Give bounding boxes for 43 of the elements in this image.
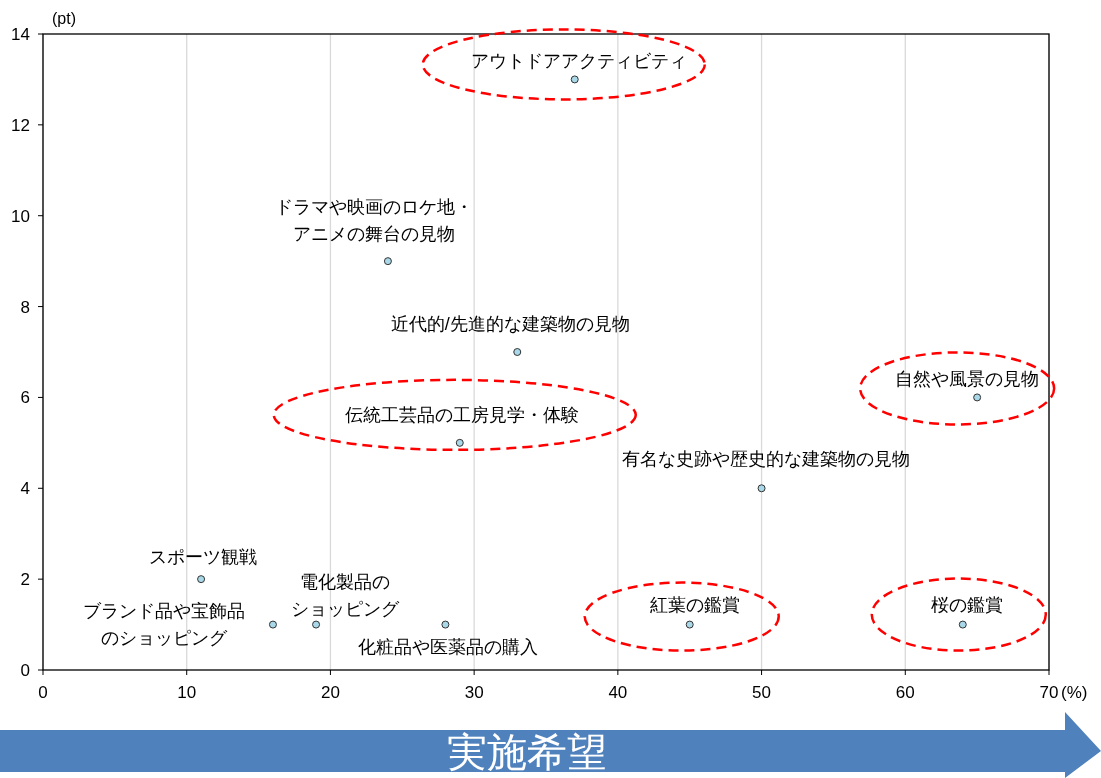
annotation: 有名な史跡や歴史的な建築物の見物 — [621, 449, 910, 470]
x-tick-label: 40 — [608, 683, 628, 702]
annotation: スポーツ観戦 — [149, 547, 258, 568]
y-axis-title: (pt) — [52, 10, 76, 27]
point — [513, 348, 522, 356]
y-tick-label: 10 — [11, 206, 30, 226]
annotation: 電化製品のショッピング — [291, 572, 401, 620]
annotation: 化粧品や医薬品の購入 — [358, 636, 539, 657]
y-tick-label: 8 — [20, 297, 30, 317]
x-tick-label: 10 — [177, 683, 197, 702]
x-tick-label: 60 — [895, 683, 915, 702]
x-tick-label: 70 — [1039, 683, 1059, 702]
x-tick-label: 30 — [464, 683, 484, 702]
annotation: アウトドアアクティビティ — [470, 51, 687, 72]
x-tick-label: 0 — [38, 683, 48, 702]
annotation: ブランド品や宝飾品のショッピング — [82, 601, 245, 649]
point — [570, 75, 579, 84]
x-axis-title: (%) — [1061, 683, 1088, 702]
y-tick-label: 4 — [20, 479, 30, 499]
y-tick-label: 2 — [20, 570, 30, 590]
y-tick-label: 14 — [11, 25, 30, 44]
annotation: 紅葉の鑑賞 — [649, 594, 740, 615]
point — [441, 620, 450, 629]
point — [268, 620, 277, 629]
point — [312, 620, 321, 629]
point — [973, 393, 982, 402]
point — [383, 257, 392, 266]
annotation: 桜の鑑賞 — [930, 594, 1003, 615]
y-tick-label: 6 — [20, 388, 30, 408]
point — [455, 438, 464, 447]
x-tick-label: 20 — [320, 683, 340, 702]
point — [685, 620, 694, 629]
annotation: 自然や風景の見物 — [895, 369, 1040, 390]
point — [757, 484, 766, 493]
annotation: 伝統工芸品の工房見学・体験 — [344, 404, 579, 425]
y-tick-label: 12 — [11, 115, 30, 135]
point — [197, 575, 206, 584]
text: 実施希望 — [447, 730, 607, 774]
point — [958, 620, 967, 629]
annotation: 近代的/先進的な建築物の見物 — [390, 314, 630, 334]
y-tick-label: 0 — [20, 661, 30, 680]
annotation: ドラマや映画のロケ地・アニメの舞台の見物 — [274, 196, 473, 244]
x-tick-label: 50 — [752, 683, 772, 702]
